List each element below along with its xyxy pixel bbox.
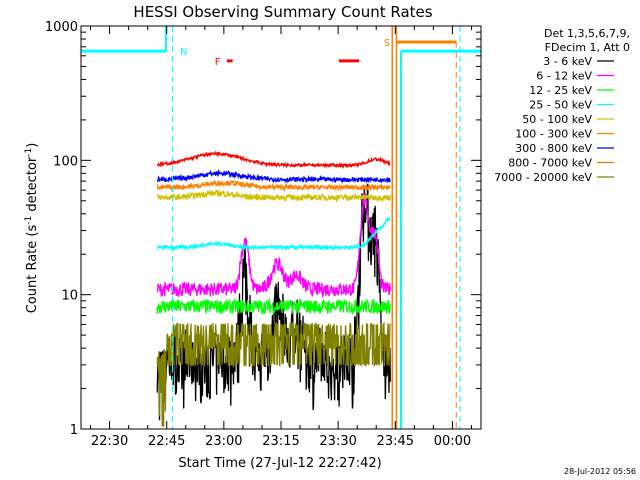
series-line xyxy=(156,179,391,193)
y-tick-label: 100 xyxy=(53,154,78,169)
series-line xyxy=(156,168,391,184)
y-tick-label: 1 xyxy=(70,423,78,438)
series-line xyxy=(156,321,391,427)
saa-label: S xyxy=(384,38,390,49)
legend-label: 50 - 100 keV xyxy=(522,113,592,126)
night-label: N xyxy=(180,47,187,58)
series-line xyxy=(156,216,391,252)
legend-header: FDecim 1, Att 0 xyxy=(545,41,630,54)
series-line xyxy=(156,297,391,316)
annotation-layer: N S F xyxy=(81,26,481,429)
legend-label: 12 - 25 keV xyxy=(529,84,592,97)
x-tick-label: 23:00 xyxy=(205,434,242,449)
legend: Det 1,3,5,6,7,9,FDecim 1, Att 03 - 6 keV… xyxy=(494,27,630,184)
legend-label: 7000 - 20000 keV xyxy=(494,171,592,184)
legend-label: 100 - 300 keV xyxy=(515,128,592,141)
timestamp: 28-Jul-2012 05:56 xyxy=(564,467,636,476)
y-tick-label: 10 xyxy=(61,289,78,304)
legend-header: Det 1,3,5,6,7,9, xyxy=(544,27,630,40)
x-tick-label: 00:00 xyxy=(434,434,471,449)
x-tick-label: 23:15 xyxy=(262,434,299,449)
x-tick-label: 23:30 xyxy=(319,434,356,449)
x-axis-label: Start Time (27-Jul-12 22:27:42) xyxy=(178,456,381,471)
series-layer xyxy=(156,150,391,427)
legend-label: 800 - 7000 keV xyxy=(508,157,592,170)
series-line xyxy=(156,150,391,169)
x-tick-label: 23:45 xyxy=(377,434,414,449)
flare-label: F xyxy=(215,57,221,68)
chart-title: HESSI Observing Summary Count Rates xyxy=(133,3,432,21)
plot-frame xyxy=(80,25,482,430)
y-tick-label: 1000 xyxy=(45,20,78,35)
x-tick-label: 22:45 xyxy=(148,434,185,449)
legend-label: 3 - 6 keV xyxy=(543,55,592,68)
y-axis-label: Count Rate (s-1 detector-1) xyxy=(24,143,40,314)
legend-label: 300 - 800 keV xyxy=(515,142,592,155)
axis-layer: 22:30 22:45 23:00 23:15 23:30 23:45 00:00 1 10 10… xyxy=(45,20,481,449)
legend-label: 6 - 12 keV xyxy=(536,70,592,83)
x-tick-label: 22:30 xyxy=(91,434,128,449)
series-line xyxy=(156,189,391,203)
series-line xyxy=(156,193,391,299)
legend-label: 25 - 50 keV xyxy=(529,99,592,112)
